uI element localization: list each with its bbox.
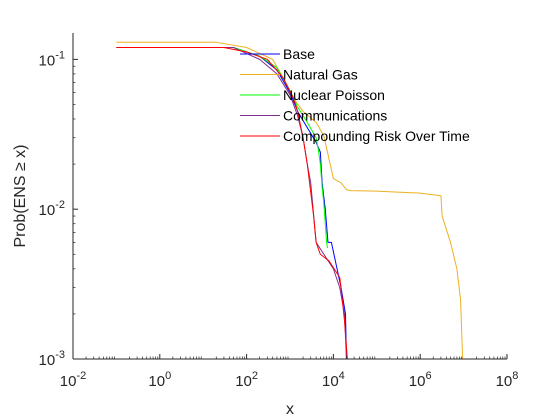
axes-layer: 10-2 100 102 104 106 10810-310-210-1xProb(ENS… <box>12 33 518 418</box>
y-axis-label: Prob(ENS ≥ x) <box>12 144 29 247</box>
y-tick-label-1: 10-2 <box>39 199 65 219</box>
legend-label-0: Base <box>283 46 315 62</box>
series-line-4 <box>116 47 348 359</box>
legend-label-3: Communications <box>283 108 387 124</box>
legend: Base Natural Gas Nuclear Poisson Communicat… <box>240 46 470 144</box>
legend-label-4: Compounding Risk Over Time <box>283 128 470 144</box>
x-tick-label-2: 102 <box>235 370 258 390</box>
x-tick-label-1: 100 <box>148 370 171 390</box>
x-tick-label-4: 106 <box>409 370 432 390</box>
legend-label-2: Nuclear Poisson <box>283 87 385 103</box>
x-tick-label-0: 10-2 <box>60 370 86 390</box>
x-tick-label-3: 104 <box>322 370 345 390</box>
y-tick-label-0: 10-3 <box>39 349 65 369</box>
series-layer <box>116 41 464 359</box>
series-line-1 <box>116 41 464 359</box>
y-tick-label-2: 10-1 <box>39 49 65 69</box>
x-tick-label-5: 108 <box>496 370 519 390</box>
series-line-2 <box>116 47 328 249</box>
legend-label-1: Natural Gas <box>283 67 358 83</box>
x-axis-label: x <box>286 401 294 418</box>
